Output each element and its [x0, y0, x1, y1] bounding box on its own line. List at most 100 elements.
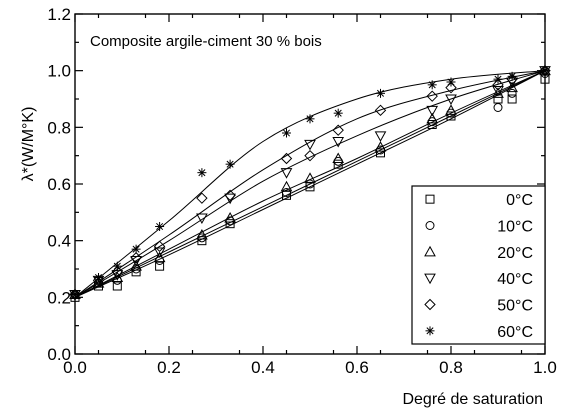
legend-marker — [425, 326, 435, 336]
marker-shape — [224, 189, 236, 202]
marker-shape — [305, 179, 315, 189]
marker-shape — [280, 180, 293, 192]
x-tick-label: 1.0 — [533, 358, 557, 377]
data-point-20c — [492, 87, 504, 98]
marker-shape — [492, 87, 504, 98]
marker-shape — [153, 251, 166, 263]
data-markers — [69, 64, 551, 302]
data-point-20c — [445, 104, 457, 115]
marker-stroke — [376, 89, 385, 97]
x-axis-title: Degré de saturation — [402, 391, 543, 408]
data-point-20c — [374, 141, 387, 152]
legend-label: 60°C — [497, 324, 533, 341]
y-tick-label: 0.8 — [47, 118, 71, 137]
marker-shape — [332, 137, 345, 148]
data-point-40c — [426, 105, 439, 117]
marker-stroke — [113, 262, 121, 270]
data-point-50c — [153, 240, 166, 253]
data-point-60c — [131, 244, 141, 254]
data-point-50c — [92, 274, 105, 287]
data-point-0c — [333, 159, 343, 169]
data-point-40c — [130, 256, 142, 267]
marker-shape — [280, 152, 293, 165]
marker-shape — [446, 111, 456, 121]
marker-shape — [111, 266, 124, 278]
data-point-20c — [304, 172, 316, 183]
marker-shape — [425, 221, 435, 230]
marker-stroke — [334, 109, 342, 117]
data-point-0c — [225, 219, 235, 229]
data-point-10c — [507, 88, 517, 98]
data-point-40c — [153, 247, 166, 259]
data-point-60c — [507, 71, 517, 81]
legend-marker — [424, 245, 436, 257]
data-point-60c — [282, 128, 291, 138]
data-point-60c — [446, 77, 456, 87]
marker-stroke — [426, 327, 434, 335]
marker-stroke — [94, 273, 103, 282]
marker-shape — [130, 256, 142, 267]
data-point-10c — [305, 179, 315, 189]
marker-shape — [374, 131, 387, 142]
data-point-60c — [197, 168, 207, 178]
data-point-0c — [427, 120, 437, 129]
marker-shape — [376, 148, 385, 158]
data-point-20c — [153, 251, 166, 263]
data-point-40c — [445, 94, 457, 106]
y-tick-label: 0.6 — [47, 175, 71, 194]
fit-line-60c — [74, 70, 546, 298]
data-point-60c — [94, 273, 103, 282]
chart-title: Composite argile-ciment 30 % bois — [90, 33, 322, 50]
legend-label: 0°C — [506, 192, 533, 209]
data-point-40c — [304, 139, 316, 151]
data-point-50c — [196, 192, 208, 204]
marker-shape — [445, 104, 457, 115]
marker-shape — [493, 103, 503, 112]
marker-shape — [224, 193, 236, 205]
data-point-20c — [506, 81, 518, 93]
x-tick-label: 0.0 — [63, 358, 87, 377]
marker-stroke — [306, 115, 314, 123]
data-point-10c — [282, 188, 291, 197]
data-point-20c — [196, 228, 208, 240]
marker-stroke — [132, 245, 140, 253]
data-point-20c — [224, 211, 236, 223]
data-point-50c — [426, 90, 438, 102]
marker-shape — [131, 267, 141, 277]
data-point-60c — [493, 74, 503, 84]
marker-shape — [425, 194, 435, 204]
data-point-50c — [111, 266, 124, 278]
x-tick-label: 0.2 — [157, 358, 181, 377]
data-point-40c — [492, 86, 504, 97]
marker-stroke — [428, 81, 436, 89]
marker-shape — [445, 81, 457, 94]
data-point-60c — [376, 88, 385, 98]
marker-shape — [427, 120, 437, 129]
marker-shape — [492, 86, 504, 97]
marker-shape — [197, 236, 207, 246]
data-point-0c — [197, 236, 207, 246]
marker-stroke — [156, 222, 164, 231]
marker-shape — [196, 228, 208, 240]
data-point-0c — [507, 94, 517, 104]
data-point-60c — [305, 114, 315, 124]
marker-shape — [507, 88, 517, 98]
data-point-60c — [155, 222, 165, 231]
fit-line-50c — [74, 70, 546, 298]
marker-shape — [492, 79, 504, 91]
y-tick-label: 0.0 — [47, 345, 71, 364]
marker-shape — [196, 213, 208, 225]
marker-stroke — [226, 160, 234, 168]
fit-line-0c — [74, 70, 546, 298]
data-point-50c — [304, 149, 316, 162]
marker-shape — [506, 81, 518, 93]
data-point-40c — [280, 168, 293, 179]
data-point-20c — [130, 260, 142, 271]
legend-marker — [424, 273, 436, 285]
marker-shape — [374, 104, 387, 117]
marker-stroke — [508, 72, 516, 80]
data-point-50c — [506, 73, 518, 85]
data-point-50c — [130, 251, 142, 264]
